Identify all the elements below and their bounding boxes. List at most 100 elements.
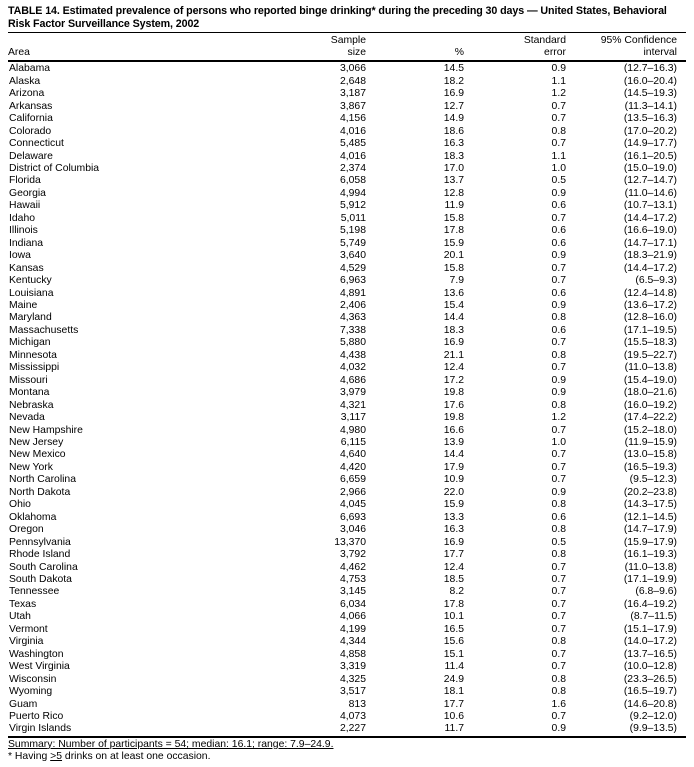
table-title-line2: Risk Factor Surveillance System, 2002 [8, 17, 200, 30]
confidence-interval-cell: (17.4–22.2) [623, 412, 677, 424]
sample-size-cell: 3,517 [339, 686, 366, 698]
percent-cell: 17.0 [443, 163, 464, 175]
confidence-interval-cell: (12.7–14.7) [623, 175, 677, 187]
standard-error-cell: 0.9 [551, 374, 566, 386]
sample-size-cell: 3,046 [339, 524, 366, 536]
percent-cell: 16.6 [443, 424, 464, 436]
confidence-interval-cell: (12.1–14.5) [623, 511, 677, 523]
percent-cell: 22.0 [443, 486, 464, 498]
confidence-interval-cell: (11.0–13.8) [624, 362, 677, 374]
confidence-interval-cell: (10.7–13.1) [623, 200, 677, 212]
standard-error-cell: 0.7 [551, 586, 566, 598]
table-row: Minnesota 4,438 21.1 0.8 (19.5–22.7) [8, 350, 686, 362]
confidence-interval-cell: (15.0–19.0) [623, 163, 677, 175]
table-row: Guam 813 17.7 1.6 (14.6–20.8) [8, 699, 686, 711]
table-row: Massachusetts 7,338 18.3 0.6 (17.1–19.5) [8, 325, 686, 337]
percent-cell: 18.2 [443, 75, 464, 87]
table-title-line1: TABLE 14. Estimated prevalence of person… [8, 5, 667, 17]
sample-size-cell: 4,045 [339, 499, 366, 511]
percent-cell: 15.9 [443, 237, 464, 249]
standard-error-cell: 1.1 [551, 150, 566, 162]
confidence-interval-cell: (16.0–19.2) [623, 399, 677, 411]
confidence-interval-cell: (8.7–11.5) [630, 611, 677, 623]
column-header-confidence-interval: 95% Confidence interval [572, 33, 686, 63]
standard-error-cell: 0.8 [551, 524, 566, 536]
table-row: Florida 6,058 13.7 0.5 (12.7–14.7) [8, 175, 686, 187]
area-cell: Arkansas [9, 100, 53, 112]
percent-cell: 10.9 [443, 474, 464, 486]
table-header: Area Sample size % Standard error 95% Co… [8, 33, 686, 63]
area-cell: Virgin Islands [9, 723, 72, 735]
table-row: Missouri 4,686 17.2 0.9 (15.4–19.0) [8, 375, 686, 387]
percent-cell: 17.9 [443, 461, 464, 473]
sample-size-cell: 3,187 [339, 88, 366, 100]
area-cell: Louisiana [9, 287, 54, 299]
area-cell: Oregon [9, 524, 44, 536]
standard-error-cell: 0.7 [551, 573, 566, 585]
standard-error-cell: 0.8 [551, 349, 566, 361]
table-row: Tennessee 3,145 8.2 0.7 (6.8–9.6) [8, 586, 686, 598]
table-row: Nebraska 4,321 17.6 0.8 (16.0–19.2) [8, 400, 686, 412]
standard-error-cell: 1.6 [551, 698, 566, 710]
standard-error-cell: 0.7 [551, 710, 566, 722]
sample-size-cell: 2,406 [339, 300, 366, 311]
sample-size-cell: 4,073 [339, 710, 366, 722]
percent-cell: 13.6 [443, 287, 464, 299]
area-cell: Mississippi [9, 362, 60, 374]
standard-error-cell: 0.7 [551, 362, 566, 374]
table-row: New York 4,420 17.9 0.7 (16.5–19.3) [8, 462, 686, 474]
table-row: Oregon 3,046 16.3 0.8 (14.7–17.9) [8, 524, 686, 536]
sample-size-cell: 4,858 [339, 648, 366, 660]
sample-size-cell: 6,693 [339, 511, 366, 523]
percent-cell: 14.5 [443, 63, 464, 75]
table-row: Puerto Rico 4,073 10.6 0.7 (9.2–12.0) [8, 711, 686, 723]
sample-size-cell: 4,753 [339, 573, 366, 585]
table-row: Nevada 3,117 19.8 1.2 (17.4–22.2) [8, 412, 686, 424]
standard-error-cell: 0.8 [551, 499, 566, 511]
standard-error-cell: 0.8 [551, 312, 566, 324]
standard-error-cell: 0.6 [551, 287, 566, 299]
percent-cell: 15.8 [443, 262, 464, 274]
sample-size-cell: 5,198 [339, 225, 366, 237]
table-row: New Jersey 6,115 13.9 1.0 (11.9–15.9) [8, 437, 686, 449]
greater-equal-symbol: >5 [50, 751, 63, 763]
percent-cell: 18.5 [443, 573, 464, 585]
percent-cell: 17.2 [443, 374, 464, 386]
sample-size-cell: 2,966 [339, 486, 366, 498]
standard-error-cell: 0.6 [551, 225, 566, 237]
confidence-interval-cell: (15.2–18.0) [623, 424, 677, 436]
sample-size-cell: 4,891 [339, 287, 366, 299]
standard-error-cell: 0.8 [551, 399, 566, 411]
table-row: Connecticut 5,485 16.3 0.7 (14.9–17.7) [8, 138, 686, 150]
standard-error-cell: 0.7 [551, 113, 566, 125]
confidence-interval-cell: (13.5–16.3) [623, 113, 677, 125]
percent-cell: 17.8 [443, 598, 464, 610]
sample-size-cell: 2,227 [339, 723, 366, 735]
table-row: North Dakota 2,966 22.0 0.9 (20.2–23.8) [8, 487, 686, 499]
table-row: Georgia 4,994 12.8 0.9 (11.0–14.6) [8, 188, 686, 200]
table-row: District of Columbia 2,374 17.0 1.0 (15.0–19… [8, 163, 686, 175]
table-row: Idaho 5,011 15.8 0.7 (14.4–17.2) [8, 213, 686, 225]
confidence-interval-cell: (10.0–12.8) [623, 661, 677, 673]
standard-error-cell: 0.7 [551, 449, 566, 461]
sample-size-cell: 3,117 [340, 412, 366, 424]
standard-error-cell: 0.9 [551, 187, 566, 199]
table-row: Washington 4,858 15.1 0.7 (13.7–16.5) [8, 649, 686, 661]
sample-size-cell: 4,980 [339, 424, 366, 436]
sample-size-cell: 4,321 [339, 399, 366, 411]
area-cell: Kansas [9, 262, 44, 274]
confidence-interval-cell: (17.1–19.9) [623, 573, 677, 585]
area-cell: Pennsylvania [9, 536, 71, 548]
standard-error-cell: 1.0 [551, 163, 566, 175]
header-row: Area Sample size % Standard error 95% Co… [8, 33, 686, 63]
standard-error-cell: 0.7 [551, 648, 566, 660]
sample-size-cell: 4,640 [339, 449, 366, 461]
percent-cell: 7.9 [449, 275, 464, 287]
percent-cell: 16.9 [443, 337, 464, 349]
standard-error-cell: 0.9 [551, 300, 566, 311]
percent-cell: 11.4 [444, 661, 464, 673]
area-cell: New Hampshire [9, 424, 83, 436]
area-cell: Vermont [9, 623, 48, 635]
sample-size-cell: 4,199 [339, 623, 366, 635]
